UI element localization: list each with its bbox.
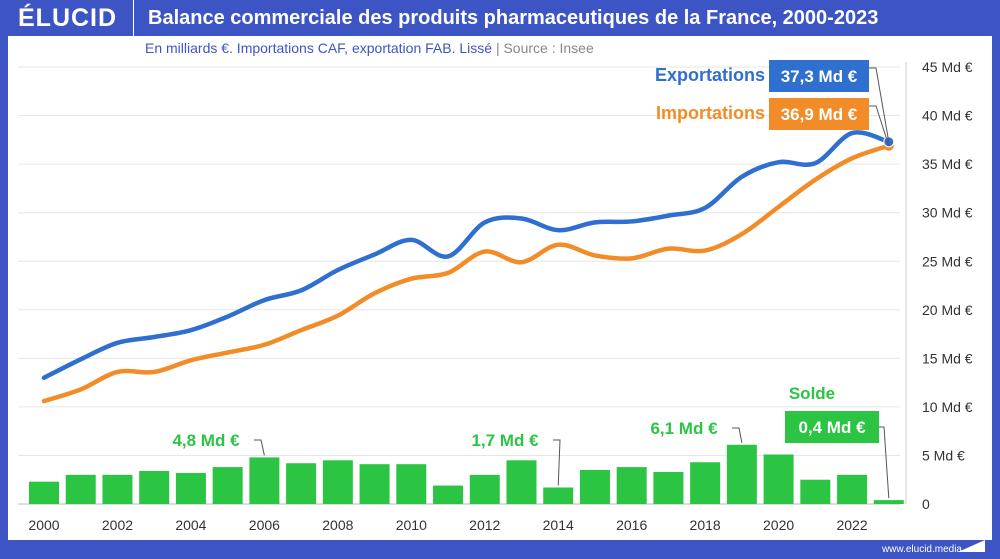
header: ÉLUCID Balance commerciale des produits … xyxy=(0,0,1000,36)
x-tick-label: 2002 xyxy=(102,517,133,533)
value-box-exportations xyxy=(769,60,869,92)
value-box-solde-2023 xyxy=(785,411,879,443)
value-label-exportations: 37,3 Md € xyxy=(781,67,858,86)
bar-solde-2023 xyxy=(873,500,904,504)
bar-solde-2017 xyxy=(653,471,684,504)
value-box-importations xyxy=(769,98,869,130)
x-tick-label: 2016 xyxy=(616,517,647,533)
bar-solde-2012 xyxy=(469,474,500,504)
subtitle-separator: | xyxy=(495,40,500,56)
bar-solde-2018 xyxy=(690,462,721,504)
annotation-2019: 6,1 Md € xyxy=(650,419,718,438)
x-tick-label: 2000 xyxy=(28,517,59,533)
brand-corner-icon xyxy=(958,540,985,552)
y-tick-label: 20 Md € xyxy=(922,302,973,318)
logo: ÉLUCID xyxy=(18,4,118,32)
y-tick-label: 10 Md € xyxy=(922,399,973,415)
y-tick-label: 5 Md € xyxy=(922,447,965,463)
bar-solde-2021 xyxy=(800,479,831,504)
leader-line-2023 xyxy=(879,426,890,499)
x-tick-label: 2018 xyxy=(690,517,721,533)
leader-line-importations xyxy=(869,105,890,146)
x-tick-label: 2022 xyxy=(836,517,867,533)
bar-solde-2001 xyxy=(65,474,96,504)
line-importations xyxy=(41,143,892,404)
bar-solde-2000 xyxy=(29,481,59,504)
bar-solde-2005 xyxy=(212,467,243,504)
footer-url[interactable]: www.elucid.media xyxy=(881,544,962,555)
bar-solde-2010 xyxy=(396,464,427,504)
bar-solde-2022 xyxy=(837,474,868,504)
bar-solde-2006 xyxy=(249,457,280,504)
y-tick-label: 40 Md € xyxy=(922,108,973,124)
x-tick-label: 2020 xyxy=(763,517,794,533)
chart-subtitle: En milliards €. Importations CAF, export… xyxy=(145,40,594,56)
x-tick-label: 2008 xyxy=(322,517,353,533)
y-tick-label: 0 xyxy=(922,496,930,512)
bar-solde-2015 xyxy=(579,470,610,504)
annotation-2023: 0,4 Md € xyxy=(798,418,866,437)
annotation-2014: 1,7 Md € xyxy=(471,431,539,450)
subtitle-text: En milliards €. Importations CAF, export… xyxy=(145,40,493,56)
line-exportations xyxy=(41,130,892,381)
bar-solde-2009 xyxy=(359,464,390,504)
bar-solde-2020 xyxy=(763,454,794,504)
bar-solde-2007 xyxy=(286,463,317,504)
y-tick-label: 15 Md € xyxy=(922,350,973,366)
annotation-2006: 4,8 Md € xyxy=(172,431,240,450)
legend-importations: Importations xyxy=(656,103,765,123)
solde-legend: Solde xyxy=(789,384,835,403)
bar-solde-2004 xyxy=(175,472,206,504)
bar-solde-2014 xyxy=(543,487,574,504)
x-tick-label: 2010 xyxy=(396,517,427,533)
y-tick-label: 45 Md € xyxy=(922,59,973,75)
bar-solde-2008 xyxy=(322,460,353,504)
chart-title: Balance commerciale des produits pharmac… xyxy=(148,7,879,29)
y-tick-label: 35 Md € xyxy=(922,156,973,172)
source: Source : Insee xyxy=(503,40,594,56)
leader-line-exportations xyxy=(869,67,890,142)
x-tick-label: 2006 xyxy=(249,517,280,533)
y-tick-label: 25 Md € xyxy=(922,253,973,269)
bar-solde-2013 xyxy=(506,460,537,504)
bar-solde-2011 xyxy=(433,485,464,504)
bar-solde-2019 xyxy=(726,444,757,504)
bar-solde-2003 xyxy=(139,470,170,504)
bar-solde-2002 xyxy=(102,474,133,504)
leader-line-2014 xyxy=(553,439,561,486)
x-tick-label: 2014 xyxy=(543,517,574,533)
legend-exportations: Exportations xyxy=(655,65,765,85)
x-tick-label: 2004 xyxy=(175,517,206,533)
y-tick-label: 30 Md € xyxy=(922,205,973,221)
bar-solde-2016 xyxy=(616,467,647,504)
leader-line-2006 xyxy=(254,439,265,456)
leader-line-2019 xyxy=(732,427,743,443)
value-label-importations: 36,9 Md € xyxy=(781,105,858,124)
x-tick-label: 2012 xyxy=(469,517,500,533)
header-divider xyxy=(133,0,134,36)
